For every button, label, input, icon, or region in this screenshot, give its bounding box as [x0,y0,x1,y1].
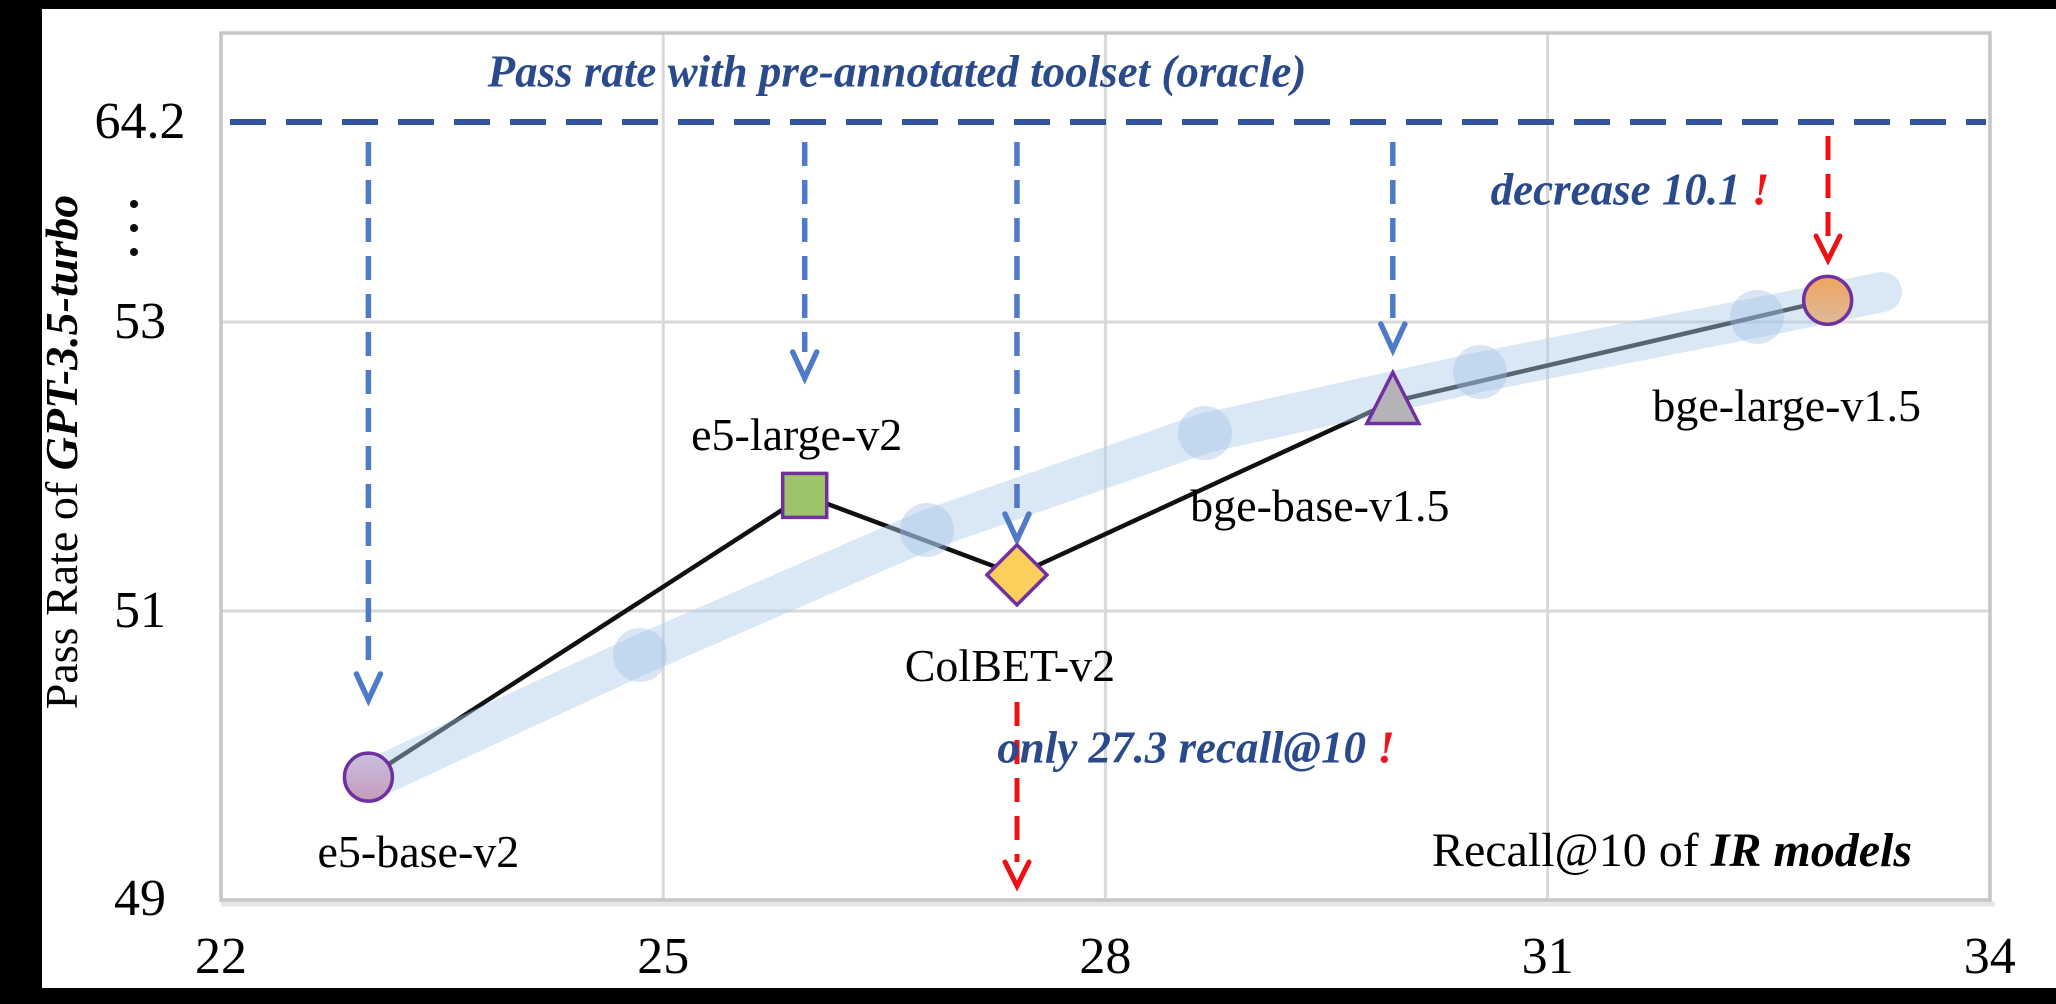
x-tick-28: 28 [1079,928,1132,985]
x-tick-31: 31 [1521,928,1574,985]
trend-band-blob-0 [613,628,667,682]
trend-band [346,272,1902,802]
annotation-decrease: decrease 10.1 ! [1490,164,1770,215]
x-axis-label-regular: Recall@10 of [1431,824,1711,877]
trend-band-blob-4 [1730,290,1784,344]
point-label-colbet-v2: ColBET-v2 [904,639,1116,691]
y-axis-title-regular: Pass Rate of [36,470,87,710]
marker-diamond-ColBET-v2 [984,542,1050,608]
bottom-black-border [0,988,2056,1004]
annotation-decrease-text: decrease 10.1 [1490,164,1741,215]
left-black-border [0,0,42,1004]
y-axis-title-model: GPT-3.5-turbo [36,194,87,471]
blue-drop-arrow-3-head [1378,321,1408,357]
red-drop-arrow-1-head [1813,233,1843,266]
plot-border [219,31,1992,902]
x-tick-34: 34 [1963,928,2016,985]
blue-drop-arrow-2-head [1002,511,1032,547]
annotation-only-recall-text: only 27.3 recall@10 [997,722,1366,773]
point-label-e5-base-v2: e5-base-v2 [317,826,520,878]
annotation-decrease-exclamation: ! [1740,164,1770,215]
y-axis-title: Pass Rate of GPT-3.5-turbo [36,194,87,710]
point-label-e5-large-v2: e5-large-v2 [691,409,903,461]
x-tick-22: 22 [195,928,247,985]
annotation-only-recall-exclamation: ! [1365,722,1395,773]
y-tick-64-2: 64.2 [94,93,186,150]
oracle-line-title: Pass rate with pre-annotated toolset (or… [487,46,1307,97]
y-tick-49: 49 [114,870,166,927]
red-drop-arrow-0-head [1002,859,1032,892]
trend-band-blob-3 [1453,345,1507,399]
marker-circle-e5-base-v2 [342,751,395,803]
x-axis-label: Recall@10 of IR models [1432,827,1912,875]
blue-drop-arrow-0-head [353,671,384,707]
marker-square-e5-large-v2 [780,471,829,520]
y-tick-53: 53 [114,293,166,350]
point-label-bge-base-v1-5: bge-base-v1.5 [1190,480,1450,532]
y-tick-51: 51 [114,582,166,639]
y-axis-break-dots [130,200,138,256]
annotation-only-recall: only 27.3 recall@10 ! [997,722,1395,773]
marker-triangle-bge-base-v1.5 [1363,368,1422,426]
point-label-bge-large-v1-5: bge-large-v1.5 [1652,380,1921,432]
blue-drop-arrow-1-head [789,349,820,385]
top-black-border [0,0,2056,9]
x-tick-25: 25 [637,928,690,985]
x-axis-label-emphasis: IR models [1710,824,1913,877]
series-line [367,298,1829,780]
trend-band-blob-2 [1178,406,1232,460]
marker-circle-bge-large-v1.5 [1801,274,1854,327]
trend-band-blob-1 [900,503,954,557]
